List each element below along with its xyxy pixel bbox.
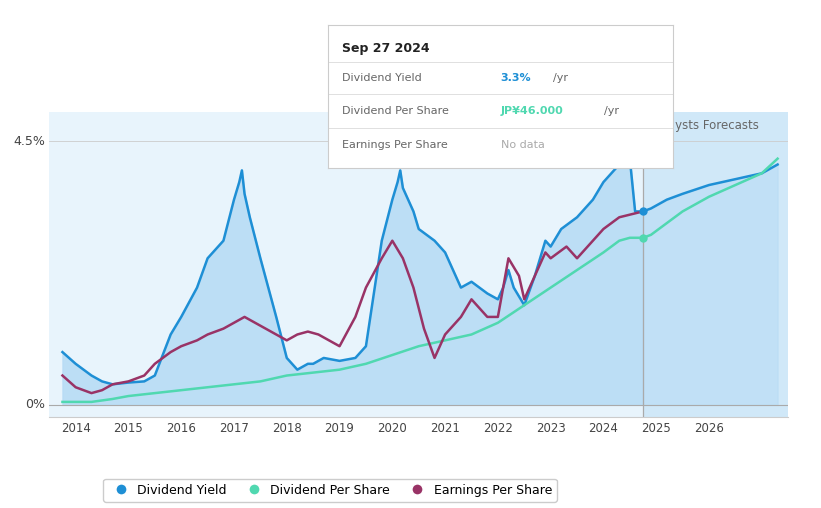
Text: /yr: /yr: [553, 73, 567, 83]
Legend: Dividend Yield, Dividend Per Share, Earnings Per Share: Dividend Yield, Dividend Per Share, Earn…: [103, 479, 557, 502]
Text: /yr: /yr: [604, 106, 619, 116]
Text: Sep 27 2024: Sep 27 2024: [342, 43, 430, 55]
Text: No data: No data: [501, 140, 544, 150]
Bar: [49, 112, 643, 417]
Text: Earnings Per Share: Earnings Per Share: [342, 140, 448, 150]
Text: Dividend Per Share: Dividend Per Share: [342, 106, 449, 116]
Text: Analysts Forecasts: Analysts Forecasts: [649, 119, 759, 132]
Text: JP¥46.000: JP¥46.000: [501, 106, 563, 116]
Text: Dividend Yield: Dividend Yield: [342, 73, 422, 83]
Bar: [643, 112, 788, 417]
Text: 3.3%: 3.3%: [501, 73, 531, 83]
Text: Past: Past: [614, 119, 639, 132]
Text: 4.5%: 4.5%: [14, 135, 46, 147]
Text: 0%: 0%: [25, 398, 46, 411]
